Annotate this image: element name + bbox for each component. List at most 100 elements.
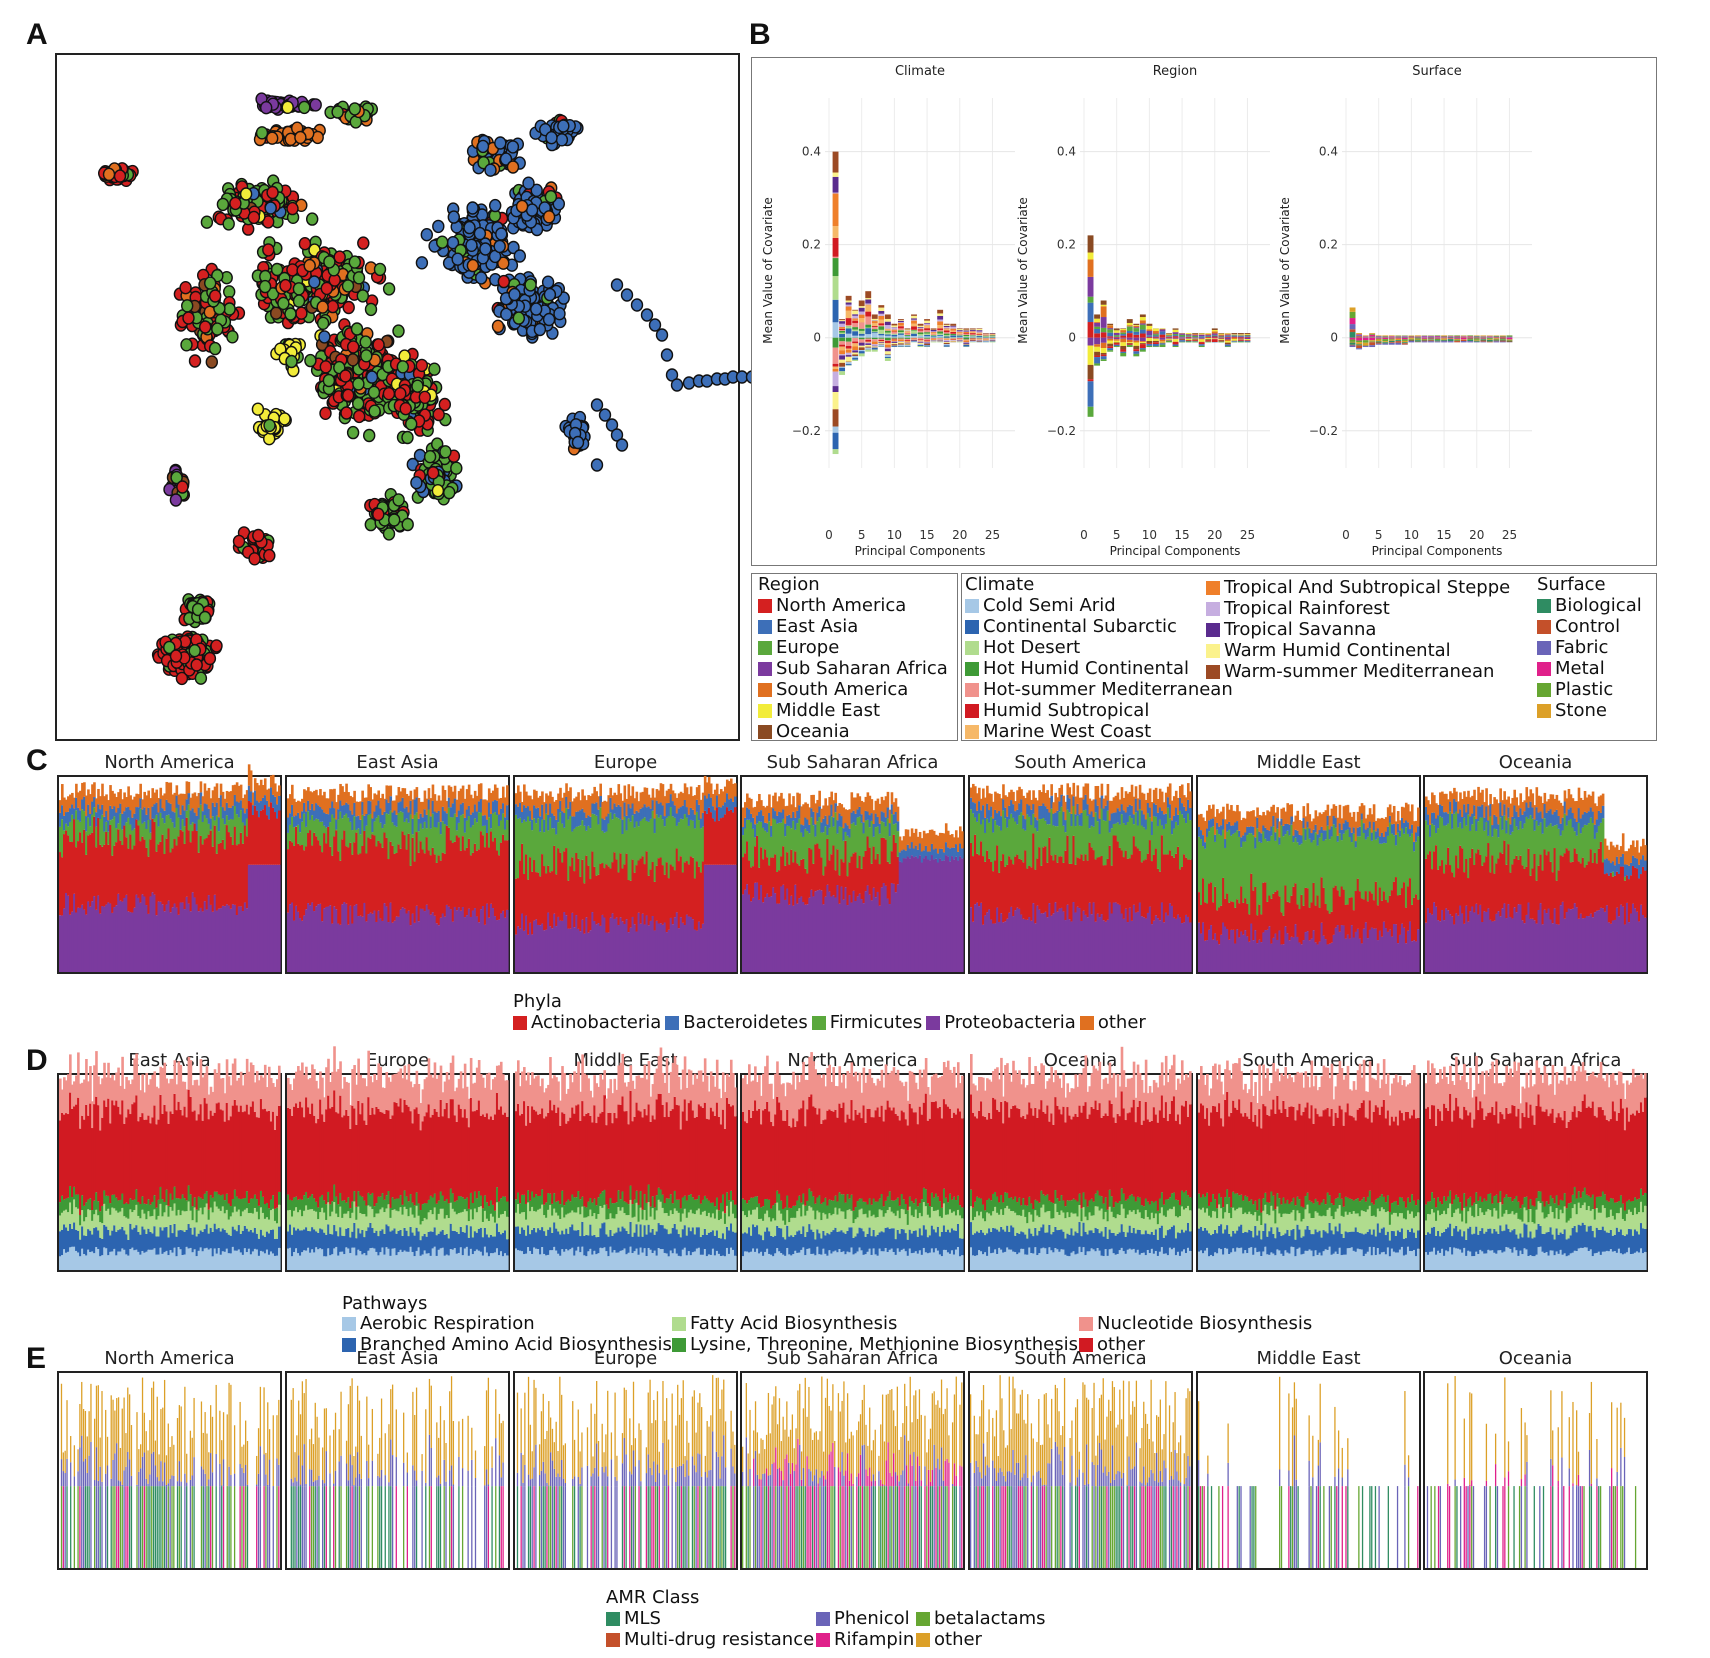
phyla-bar-segment: [489, 814, 493, 829]
phyla-bar-segment: [107, 902, 110, 972]
phyla-bar-segment: [383, 798, 387, 812]
phyla-bar-segment: [589, 816, 592, 829]
phyla-bar-segment: [589, 930, 592, 972]
pca-bar-segment: [1211, 337, 1218, 339]
phyla-bar-segment: [425, 828, 429, 838]
phyla-bar-segment: [467, 838, 471, 909]
umap-point: [363, 428, 376, 443]
phyla-bar-segment: [349, 810, 352, 822]
phyla-bar-segment: [617, 925, 621, 972]
phyla-bar-segment: [267, 788, 271, 807]
phyla-bar-segment: [195, 796, 199, 816]
phyla-bar-segment: [249, 802, 253, 865]
phyla-bar-segment: [147, 819, 151, 857]
pca-bar-segment: [924, 319, 931, 321]
pca-bar-segment: [839, 327, 846, 329]
phyla-bar-segment: [135, 819, 138, 895]
phyla-bar-segment: [501, 910, 505, 972]
phyla-bar-segment: [477, 849, 481, 923]
phyla-bar-segment: [305, 909, 308, 972]
umap-point: [423, 450, 437, 464]
phyla-bar-segment: [495, 787, 499, 801]
phyla-bar-segment: [293, 920, 296, 972]
phyla-bar-segment: [301, 920, 304, 972]
pca-bar-segment: [1473, 338, 1480, 340]
phyla-bar-segment: [431, 800, 435, 814]
phyla-bar-segment: [475, 916, 479, 972]
phyla-bar-segment: [577, 826, 580, 859]
legend-label: Stone: [1555, 700, 1607, 721]
phyla-bar-segment: [311, 845, 314, 903]
phyla-bar-segment: [309, 819, 312, 831]
phyla-bar-segment: [69, 794, 72, 809]
phyla-bar-segment: [235, 915, 239, 972]
pca-bar-segment: [1218, 336, 1225, 338]
phyla-bar-segment: [695, 861, 699, 931]
pca-bar-segment: [950, 330, 957, 332]
phyla-bar-segment: [667, 816, 671, 879]
pca-bar-segment: [904, 343, 911, 345]
phyla-bar-segment: [483, 799, 487, 816]
phyla-bar-segment: [705, 798, 709, 814]
phyla-bar-segment: [63, 797, 66, 816]
phyla-bar-segment: [523, 930, 526, 972]
phyla-bar-segment: [67, 796, 70, 812]
pca-bar-segment: [1107, 346, 1114, 349]
pca-bar-segment: [904, 328, 911, 330]
pca-bar-segment: [1126, 342, 1133, 344]
phyla-bar-segment: [549, 817, 552, 873]
phyla-bar-segment: [573, 828, 576, 872]
pca-bar-segment: [1224, 342, 1231, 345]
pca-bar-segment: [884, 344, 891, 348]
phyla-bar-segment: [617, 872, 621, 926]
pca-bar-segment: [858, 350, 865, 352]
phyla-bar-segment: [707, 864, 711, 972]
phyla-bar-segment: [187, 793, 191, 805]
pca-bar-segment: [937, 329, 944, 332]
phyla-bar-segment: [335, 830, 338, 910]
phyla-bar-segment: [317, 795, 320, 806]
pca-bar-segment: [950, 323, 957, 326]
pca-bar-segment: [1126, 326, 1133, 331]
phyla-bar-segment: [123, 825, 126, 898]
pca-bar-segment: [1107, 348, 1114, 351]
pca-x-tick: 5: [1375, 528, 1383, 542]
pca-bar-segment: [963, 331, 970, 333]
pca-bar-segment: [1113, 330, 1120, 333]
phyla-bar-segment: [599, 863, 602, 926]
phyla-bar-segment: [633, 798, 637, 814]
phyla-bar-segment: [705, 813, 709, 865]
pca-bar-segment: [1146, 335, 1153, 337]
umap-point: [176, 480, 189, 494]
phyla-bar-segment: [555, 800, 558, 820]
pca-bar-segment: [1428, 337, 1434, 338]
umap-point: [346, 353, 360, 367]
phyla-bar-segment: [553, 828, 556, 846]
pca-bar-segment: [1441, 338, 1448, 340]
phyla-bar-segment: [83, 829, 86, 910]
phyla-bar-segment: [497, 814, 501, 827]
pca-bar-segment: [924, 341, 931, 342]
phyla-bar-segment: [653, 833, 657, 882]
phyla-bar-segment: [629, 795, 633, 809]
phyla-bar-segment: [177, 836, 181, 915]
phyla-bar-segment: [321, 921, 324, 972]
pca-bar-segment: [1113, 343, 1120, 345]
umap-point: [357, 236, 370, 250]
phyla-bar-segment: [327, 906, 330, 972]
umap-point: [495, 227, 508, 241]
phyla-bar-segment: [161, 834, 165, 905]
phyla-bar-segment: [619, 853, 623, 918]
pca-bar-segment: [1166, 336, 1172, 338]
phyla-bar-segment: [595, 924, 598, 972]
pca-bar-segment: [1388, 338, 1395, 340]
umap-point: [277, 296, 290, 311]
phyla-bar-segment: [175, 795, 179, 808]
pca-bar-segment: [911, 323, 917, 327]
phyla-bar-segment: [157, 798, 161, 813]
phyla-bar-segment: [467, 908, 471, 972]
phyla-bar-segment: [257, 864, 261, 972]
pca-bar-segment: [989, 340, 996, 341]
pca-bar-segment: [1414, 337, 1421, 339]
phyla-bar-segment: [523, 873, 526, 931]
